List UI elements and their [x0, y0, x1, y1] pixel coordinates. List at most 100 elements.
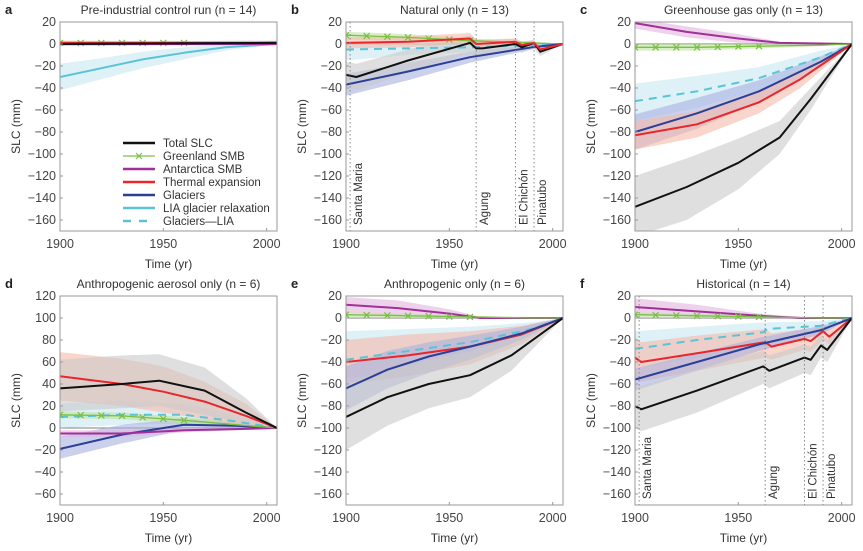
y-tick-label: −100: [603, 147, 631, 161]
plot-frame: [634, 21, 853, 232]
y-tick-label: −60: [35, 103, 56, 117]
legend-item-glaciers: Glaciers: [123, 190, 205, 202]
event-label: El Chichón: [807, 443, 819, 499]
x-tick-label: 2000: [539, 237, 567, 251]
y-tick-label: −100: [314, 421, 342, 435]
y-tick-label: −60: [610, 377, 631, 391]
y-tick-label: −20: [35, 443, 56, 457]
y-tick-label: −160: [314, 487, 342, 501]
y-tick-label: −80: [610, 125, 631, 139]
legend-item-glac_lia: Glaciers—LIA: [123, 216, 234, 228]
y-tick-label: −80: [321, 125, 342, 139]
greenland-marker: [693, 312, 701, 320]
y-tick-label: −60: [35, 487, 56, 501]
uncertainty-band-thermal: [346, 33, 563, 53]
series-line-glac_lia: [346, 43, 563, 51]
x-tick-label: 1900: [332, 511, 360, 525]
series-line-glaciers: [346, 317, 563, 390]
y-tick-label: −60: [321, 377, 342, 391]
legend-label: Greenland SMB: [163, 151, 245, 163]
y-tick-label: −140: [603, 465, 631, 479]
panel-e: e Anthropogenic only (n = 6) SLC (mm) Time …: [291, 276, 567, 545]
y-tick-label: −140: [603, 191, 631, 205]
series-line-thermal: [635, 43, 852, 137]
y-tick-label: −120: [314, 443, 342, 457]
y-tick-label: −120: [603, 443, 631, 457]
legend-item-total: Total SLC: [123, 138, 213, 150]
uncertainty-band-antarctica: [635, 22, 852, 44]
greenland-marker: [425, 312, 433, 320]
legend-item-lia: LIA glacier relaxation: [123, 203, 270, 215]
greenland-marker: [118, 412, 126, 420]
greenland-marker: [77, 411, 85, 419]
greenland-marker: [672, 43, 680, 51]
legend-item-antarctica: Antarctica SMB: [123, 164, 243, 176]
greenland-marker: [734, 43, 742, 50]
y-axis-title: SLC (mm): [9, 99, 23, 154]
x-tick-label: 1950: [435, 511, 463, 525]
greenland-marker: [180, 416, 188, 424]
greenland-marker: [734, 313, 742, 320]
legend-label: LIA glacier relaxation: [163, 203, 270, 215]
plot-frame: [634, 295, 853, 506]
y-axis-title: SLC (mm): [9, 373, 23, 428]
series-line-glaciers: [346, 43, 563, 86]
series-line-antarctica: [635, 22, 852, 45]
x-tick-label: 2000: [253, 511, 281, 525]
y-tick-label: −20: [321, 59, 342, 73]
uncertainty-band-total: [60, 354, 277, 428]
greenland-marker: [755, 313, 763, 321]
greenland-marker: [672, 312, 680, 319]
x-axis-title: Time (yr): [145, 531, 193, 545]
event-label: El Chichón: [518, 169, 530, 225]
panel-title: Natural only (n = 13): [400, 3, 509, 17]
y-tick-label: −20: [35, 59, 56, 73]
y-tick-label: 40: [42, 377, 56, 391]
series-line-total: [60, 41, 277, 45]
y-tick-label: −40: [610, 355, 631, 369]
y-tick-label: −160: [314, 213, 342, 227]
y-tick-label: −80: [35, 125, 56, 139]
panel-letter: a: [5, 2, 13, 17]
event-label: Pinatubo: [537, 180, 549, 225]
y-tick-label: 60: [42, 355, 56, 369]
y-tick-label: 20: [617, 289, 631, 303]
y-axis-title: SLC (mm): [584, 373, 598, 428]
y-tick-label: −40: [321, 81, 342, 95]
x-tick-label: 1900: [46, 511, 74, 525]
uncertainty-band-antarctica: [346, 297, 563, 318]
y-tick-label: −160: [28, 213, 56, 227]
y-tick-label: −40: [321, 355, 342, 369]
panel-title: Historical (n = 14): [696, 277, 790, 291]
legend-label: Glaciers—LIA: [163, 216, 234, 228]
uncertainty-band-total: [635, 318, 852, 432]
plot-frame: [345, 295, 564, 506]
greenland-marker: [346, 311, 350, 319]
event-label: Agung: [479, 192, 491, 225]
plot-area: [60, 39, 277, 91]
y-tick-label: −40: [35, 465, 56, 479]
y-tick-label: 100: [35, 311, 56, 325]
greenland-marker: [346, 31, 350, 39]
greenland-marker: [714, 43, 722, 51]
legend-label: Thermal expansion: [163, 177, 261, 189]
x-tick-label: 2000: [253, 237, 281, 251]
x-tick-label: 1900: [46, 237, 74, 251]
y-tick-label: −40: [35, 81, 56, 95]
legend-label: Antarctica SMB: [163, 164, 243, 176]
greenland-marker: [159, 415, 167, 423]
plot-area: [346, 31, 563, 96]
y-tick-label: 0: [624, 311, 631, 325]
plot-frame: [59, 21, 278, 232]
legend-label: Glaciers: [163, 190, 205, 202]
x-axis-title: Time (yr): [720, 257, 768, 271]
greenland-marker: [466, 313, 474, 321]
y-tick-label: −20: [321, 333, 342, 347]
panel-title: Anthropogenic aerosol only (n = 6): [77, 277, 261, 291]
series-line-glaciers: [60, 423, 277, 450]
y-tick-label: −80: [610, 399, 631, 413]
greenland-marker: [363, 311, 371, 319]
y-tick-label: −140: [314, 465, 342, 479]
panel-letter: c: [580, 2, 587, 17]
